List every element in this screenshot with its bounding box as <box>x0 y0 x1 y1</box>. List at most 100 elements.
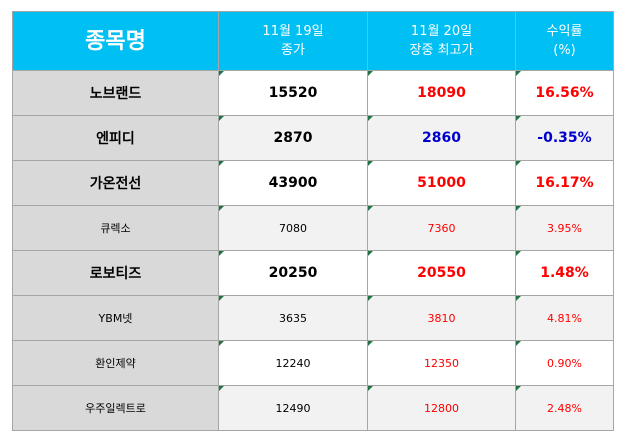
comment-marker-icon <box>219 206 224 211</box>
close-price-value: 12490 <box>275 401 311 415</box>
table-row: 큐렉소 7080 7360 3.95% <box>12 205 614 251</box>
comment-marker-icon <box>516 251 521 256</box>
header-return-label: 수익률 <box>546 24 583 39</box>
close-price-value: 43900 <box>268 175 318 191</box>
header-high-date: 11월 20일 <box>410 24 473 39</box>
close-price-value: 3635 <box>279 311 307 325</box>
stock-return-table: 종목명 11월 19일 종가 11월 20일 장중 최고가 수익률 (%) 노브… <box>12 11 614 431</box>
return-value: 1.48% <box>540 265 589 281</box>
close-price-value: 20250 <box>268 265 318 281</box>
comment-marker-icon <box>516 161 521 166</box>
close-price-value: 15520 <box>268 85 318 101</box>
header-close-label: 종가 <box>281 43 305 58</box>
return-cell[interactable]: 16.17% <box>515 160 614 206</box>
table-row: 가온전선 43900 51000 16.17% <box>12 160 614 206</box>
table-header: 종목명 11월 19일 종가 11월 20일 장중 최고가 수익률 (%) <box>12 11 614 71</box>
stock-name-cell[interactable]: 환인제약 <box>12 340 219 386</box>
comment-marker-icon <box>368 296 373 301</box>
header-high-price: 11월 20일 장중 최고가 <box>367 11 516 71</box>
high-price-value: 2860 <box>422 130 461 146</box>
return-cell[interactable]: 1.48% <box>515 250 614 296</box>
comment-marker-icon <box>368 206 373 211</box>
stock-name-cell[interactable]: 가온전선 <box>12 160 219 206</box>
table-body: 노브랜드 15520 18090 16.56% 엔피디 2870 2860 -0… <box>12 70 614 431</box>
return-value: 16.56% <box>535 85 594 101</box>
comment-marker-icon <box>516 71 521 76</box>
comment-marker-icon <box>516 296 521 301</box>
table-row: 환인제약 12240 12350 0.90% <box>12 340 614 386</box>
close-price-cell[interactable]: 12490 <box>218 385 368 431</box>
comment-marker-icon <box>219 116 224 121</box>
comment-marker-icon <box>219 71 224 76</box>
comment-marker-icon <box>368 341 373 346</box>
high-price-value: 12800 <box>424 401 459 415</box>
return-value: 0.90% <box>547 356 582 370</box>
high-price-value: 12350 <box>424 356 459 370</box>
header-close-date: 11월 19일 <box>262 24 324 39</box>
header-name: 종목명 <box>12 11 219 71</box>
high-price-cell[interactable]: 12350 <box>367 340 516 386</box>
close-price-cell[interactable]: 7080 <box>218 205 368 251</box>
high-price-cell[interactable]: 3810 <box>367 295 516 341</box>
stock-name-cell[interactable]: YBM넷 <box>12 295 219 341</box>
return-value: 4.81% <box>547 311 582 325</box>
return-cell[interactable]: 0.90% <box>515 340 614 386</box>
high-price-cell[interactable]: 2860 <box>367 115 516 161</box>
high-price-cell[interactable]: 12800 <box>367 385 516 431</box>
high-price-value: 20550 <box>417 265 466 281</box>
stock-name-cell[interactable]: 노브랜드 <box>12 70 219 116</box>
close-price-cell[interactable]: 43900 <box>218 160 368 206</box>
table-row: 로보티즈 20250 20550 1.48% <box>12 250 614 296</box>
high-price-cell[interactable]: 20550 <box>367 250 516 296</box>
header-close-price: 11월 19일 종가 <box>218 11 368 71</box>
high-price-value: 3810 <box>427 311 456 325</box>
close-price-value: 2870 <box>273 130 313 146</box>
comment-marker-icon <box>219 161 224 166</box>
return-value: 16.17% <box>535 175 594 191</box>
comment-marker-icon <box>516 206 521 211</box>
comment-marker-icon <box>516 341 521 346</box>
high-price-value: 51000 <box>417 175 466 191</box>
return-cell[interactable]: 3.95% <box>515 205 614 251</box>
return-value: 3.95% <box>547 221 582 235</box>
comment-marker-icon <box>368 161 373 166</box>
table-row: 엔피디 2870 2860 -0.35% <box>12 115 614 161</box>
comment-marker-icon <box>516 386 521 391</box>
comment-marker-icon <box>219 386 224 391</box>
stock-name-cell[interactable]: 큐렉소 <box>12 205 219 251</box>
high-price-value: 7360 <box>427 221 456 235</box>
table-row: YBM넷 3635 3810 4.81% <box>12 295 614 341</box>
close-price-cell[interactable]: 3635 <box>218 295 368 341</box>
close-price-value: 7080 <box>279 221 307 235</box>
stock-name-cell[interactable]: 로보티즈 <box>12 250 219 296</box>
return-value: -0.35% <box>537 130 592 146</box>
comment-marker-icon <box>219 341 224 346</box>
comment-marker-icon <box>368 251 373 256</box>
close-price-cell[interactable]: 12240 <box>218 340 368 386</box>
comment-marker-icon <box>516 116 521 121</box>
comment-marker-icon <box>368 386 373 391</box>
close-price-cell[interactable]: 20250 <box>218 250 368 296</box>
table-row: 노브랜드 15520 18090 16.56% <box>12 70 614 116</box>
close-price-value: 12240 <box>275 356 311 370</box>
comment-marker-icon <box>368 116 373 121</box>
high-price-cell[interactable]: 18090 <box>367 70 516 116</box>
header-return-unit: (%) <box>553 43 576 58</box>
comment-marker-icon <box>219 296 224 301</box>
comment-marker-icon <box>219 251 224 256</box>
return-cell[interactable]: 2.48% <box>515 385 614 431</box>
close-price-cell[interactable]: 2870 <box>218 115 368 161</box>
stock-name-cell[interactable]: 우주일렉트로 <box>12 385 219 431</box>
return-cell[interactable]: 16.56% <box>515 70 614 116</box>
comment-marker-icon <box>368 71 373 76</box>
table-row: 우주일렉트로 12490 12800 2.48% <box>12 385 614 431</box>
header-return: 수익률 (%) <box>515 11 614 71</box>
return-cell[interactable]: -0.35% <box>515 115 614 161</box>
header-row: 종목명 11월 19일 종가 11월 20일 장중 최고가 수익률 (%) <box>12 11 614 71</box>
header-high-label: 장중 최고가 <box>409 43 474 58</box>
return-cell[interactable]: 4.81% <box>515 295 614 341</box>
high-price-cell[interactable]: 7360 <box>367 205 516 251</box>
close-price-cell[interactable]: 15520 <box>218 70 368 116</box>
high-price-cell[interactable]: 51000 <box>367 160 516 206</box>
stock-name-cell[interactable]: 엔피디 <box>12 115 219 161</box>
